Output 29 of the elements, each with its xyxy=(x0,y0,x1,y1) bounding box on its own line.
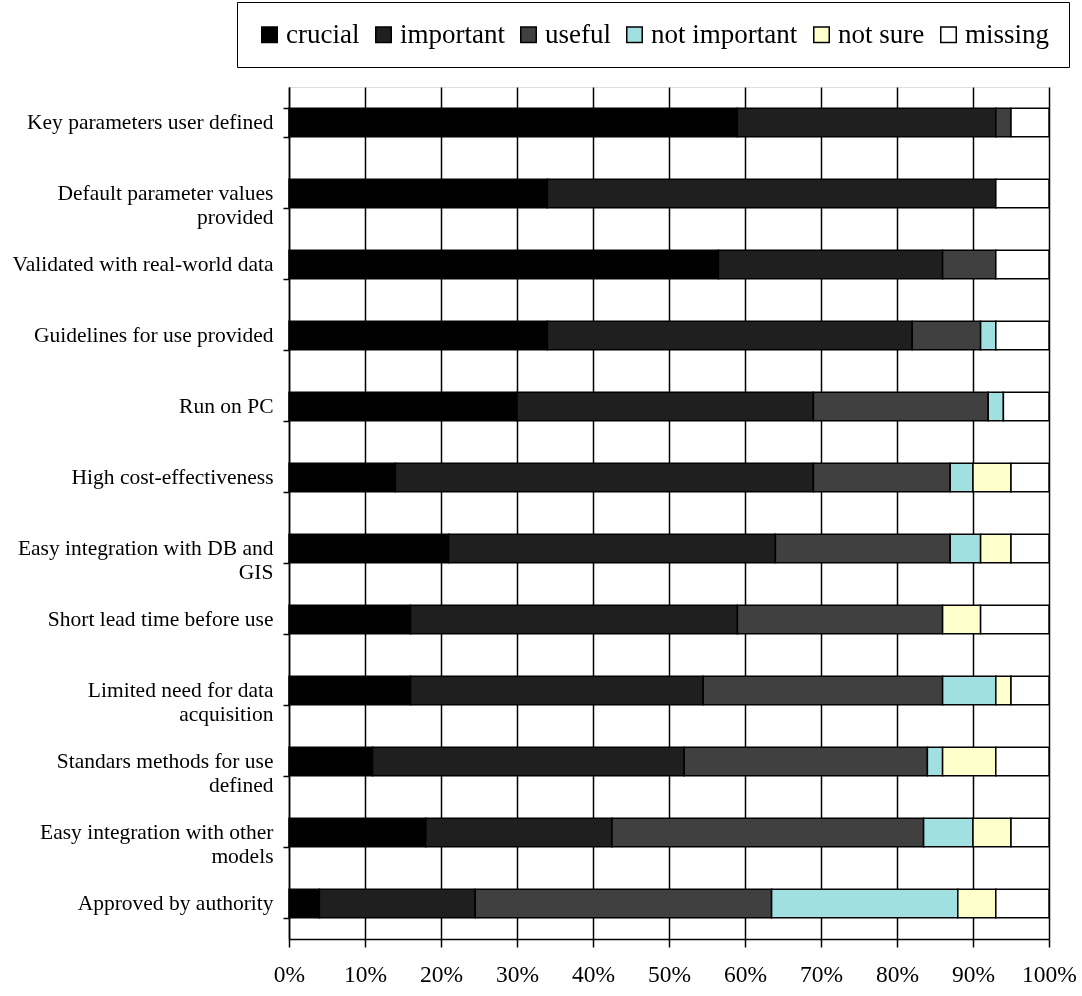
x-tick-label: 30% xyxy=(495,960,540,987)
y-tick-label: Easy integration with other models xyxy=(40,820,274,868)
x-tick-label: 10% xyxy=(343,960,388,987)
legend-label: not sure xyxy=(838,18,925,49)
y-tick-label: Validated with real-world data xyxy=(12,252,274,276)
y-tick-label: Run on PC xyxy=(179,394,274,418)
x-tick-label: 90% xyxy=(951,960,996,987)
legend-label: useful xyxy=(545,18,611,49)
y-tick-label: Guidelines for use provided xyxy=(34,323,274,347)
y-tick-label: Default parameter values provided xyxy=(57,181,274,229)
y-tick-label: Easy integration with DB and GIS xyxy=(17,536,274,584)
y-tick-label: Standars methods for use defined xyxy=(56,749,274,797)
y-tick-label: Limited need for data acquisition xyxy=(87,678,274,726)
x-tick-label: 100% xyxy=(1022,960,1077,987)
y-tick-label: Key parameters user defined xyxy=(26,110,274,134)
x-tick-label: 0% xyxy=(273,960,306,987)
y-tick-label: Short lead time before use xyxy=(47,607,274,631)
y-tick-label: Approved by authority xyxy=(77,891,274,915)
y-tick-label: High cost-effectiveness xyxy=(71,465,274,489)
legend-label: important xyxy=(400,18,506,49)
legend-label: crucial xyxy=(286,18,360,49)
x-tick-label: 80% xyxy=(875,960,920,987)
x-tick-label: 50% xyxy=(647,960,692,987)
x-tick-label: 40% xyxy=(571,960,616,987)
x-tick-label: 60% xyxy=(723,960,768,987)
x-tick-label: 20% xyxy=(419,960,464,987)
legend-label: not important xyxy=(651,18,798,49)
x-tick-label: 70% xyxy=(799,960,844,987)
legend-label: missing xyxy=(965,18,1050,49)
